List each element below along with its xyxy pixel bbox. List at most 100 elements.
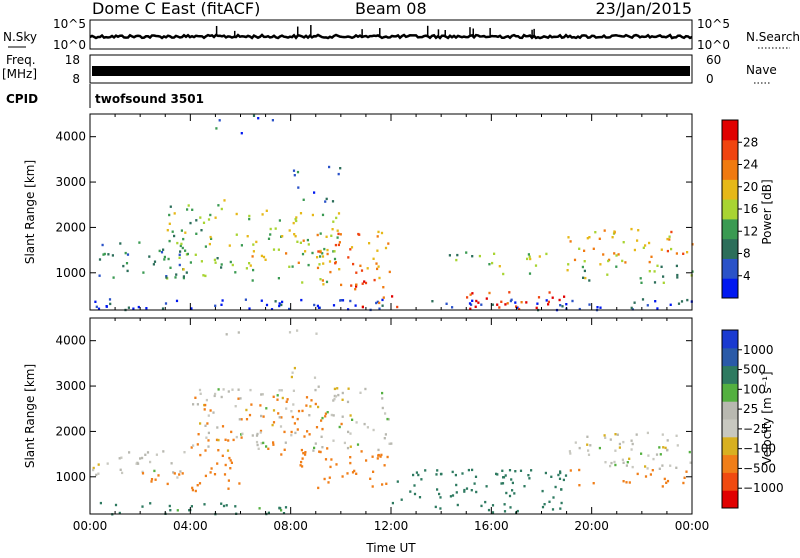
power-cell (637, 229, 640, 232)
power-cell (366, 267, 369, 270)
power-cell (360, 269, 364, 272)
power-cell (302, 198, 305, 201)
velocity-cell (501, 482, 505, 485)
velocity-cell (369, 477, 372, 480)
velocity-cell (501, 469, 504, 472)
power-cell (307, 263, 310, 267)
velocity-cell (154, 478, 157, 481)
power-cell (126, 253, 130, 256)
velocity-cell (550, 475, 553, 478)
velocity-cell (625, 481, 628, 484)
velocity-cell (290, 434, 293, 437)
velocity-cell (228, 456, 231, 460)
velocity-cell (192, 403, 195, 406)
velocity-cell (283, 430, 286, 434)
x-axis-label: Time UT (365, 541, 416, 554)
velocity-cell (333, 387, 336, 391)
power-cell (332, 220, 335, 223)
velocity-cell (356, 443, 360, 446)
velocity-cell (232, 438, 235, 442)
velocity-cell (415, 471, 418, 474)
power-cell (518, 307, 521, 311)
power-cell (294, 218, 297, 221)
velocity-cell (277, 412, 280, 415)
power-cell (354, 304, 357, 307)
power-cell (488, 263, 491, 266)
power-cell (534, 264, 538, 267)
power-cell (158, 249, 161, 253)
nsearch-tick-bottom: 10^0 (697, 38, 730, 52)
power-cell (583, 249, 586, 252)
velocity-cell (618, 442, 621, 446)
velocity-cell (630, 439, 633, 442)
power-cell (280, 303, 283, 307)
power-cell (220, 263, 223, 266)
velocity-cell (321, 446, 324, 449)
velocity-cell (381, 483, 384, 486)
colorbar-tick-label: 16 (743, 202, 758, 216)
velocity-cell (586, 443, 589, 446)
velocity-cell (578, 446, 581, 450)
velocity-cell (155, 453, 158, 456)
velocity-cell (181, 472, 184, 475)
power-cell (277, 248, 280, 251)
velocity-cell (559, 471, 562, 475)
velocity-cell (604, 461, 607, 464)
power-cell (514, 301, 517, 304)
power-cell (682, 252, 685, 255)
power-cell (676, 273, 679, 277)
velocity-cell (262, 415, 265, 418)
velocity-cell (491, 511, 495, 514)
velocity-cell (296, 428, 299, 431)
power-cell (145, 307, 148, 310)
power-cell (138, 241, 141, 244)
power-cell (571, 299, 574, 303)
velocity-cell (603, 434, 606, 437)
velocity-cell (451, 494, 455, 497)
power-cell (573, 258, 577, 262)
cpid-value: twofsound 3501 (95, 92, 204, 106)
power-cell (295, 219, 298, 223)
power-cell (644, 244, 647, 247)
power-cell (182, 268, 185, 271)
velocity-cell (284, 441, 287, 444)
power-cell (603, 229, 606, 232)
velocity-cell (413, 484, 416, 487)
power-cell (375, 262, 378, 265)
velocity-cell (372, 470, 375, 473)
power-cell (322, 283, 325, 286)
velocity-cell (496, 473, 499, 476)
velocity-cell (240, 418, 243, 421)
velocity-cell (557, 473, 560, 477)
velocity-cell (390, 442, 393, 445)
velocity-cell (99, 501, 102, 505)
velocity-cell (305, 396, 309, 399)
power-cell (491, 261, 494, 265)
velocity-cell (400, 498, 403, 501)
power-cell (662, 275, 665, 278)
power-cell (231, 263, 234, 267)
velocity-cell (574, 441, 577, 444)
power-cell (328, 260, 332, 263)
power-cell (252, 114, 256, 117)
velocity-cell (355, 421, 358, 424)
velocity-cell (204, 474, 207, 478)
velocity-cell (658, 446, 661, 449)
power-cell (168, 239, 171, 243)
power-cell (249, 264, 252, 267)
velocity-cell (384, 412, 387, 415)
velocity-cell (530, 469, 533, 472)
freq-panel (89, 54, 693, 84)
velocity-cell (291, 415, 294, 419)
power-cell (613, 252, 616, 255)
freq-tick-bottom: 8 (72, 72, 80, 86)
power-cell (329, 270, 332, 274)
velocity-cell (626, 461, 629, 464)
colorbar-segment (722, 454, 738, 473)
velocity-cell (647, 454, 650, 457)
velocity-cell (333, 394, 336, 398)
velocity-cell (285, 400, 288, 403)
velocity-y-axis-label: Slant Range [km] (23, 364, 37, 468)
power-cell (119, 242, 122, 245)
velocity-cell (558, 477, 562, 480)
